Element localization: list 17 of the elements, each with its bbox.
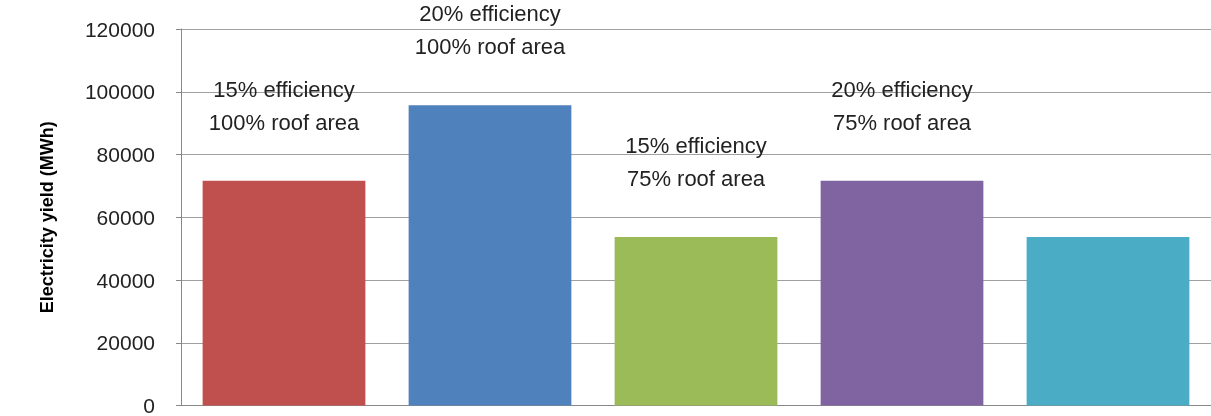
y-axis-title: Electricity yield (MWh) xyxy=(37,121,57,314)
y-tick-label: 20000 xyxy=(96,331,155,355)
y-tick-label: 120000 xyxy=(84,17,155,41)
bar xyxy=(614,237,778,406)
annotation: 15% efficiency 100% roof area xyxy=(208,76,360,135)
y-tick-label: 80000 xyxy=(96,143,155,166)
y-tick-label: 0 xyxy=(143,394,155,416)
y-tick-label: 100000 xyxy=(84,80,155,104)
annotation: 20% efficiency 100% roof area xyxy=(414,1,566,60)
annotation: 15% efficiency 75% roof area xyxy=(625,133,767,192)
bar xyxy=(202,180,366,406)
bar xyxy=(408,105,572,406)
y-tick-label: 40000 xyxy=(96,268,155,292)
annotation: 20% efficiency 75% roof area xyxy=(831,76,973,135)
bar xyxy=(1026,237,1190,406)
y-tick-label: 60000 xyxy=(96,205,155,229)
bar xyxy=(820,180,984,406)
